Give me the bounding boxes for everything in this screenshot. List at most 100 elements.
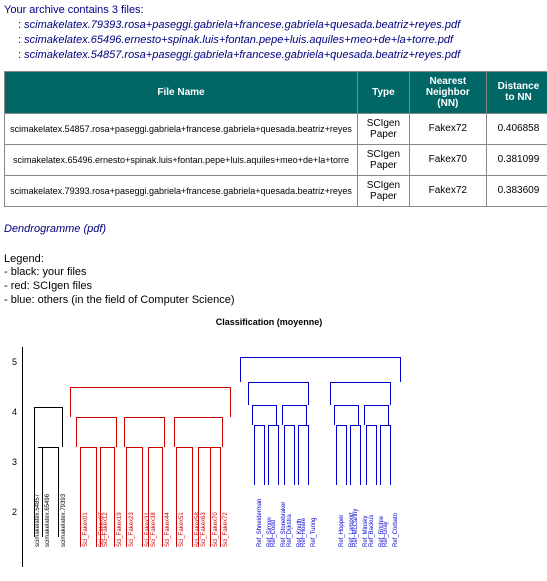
v-branch (276, 405, 277, 425)
cell-nn: Fakex72 (409, 113, 486, 144)
h-branch (336, 425, 346, 426)
cell-type: SCIgen Paper (358, 144, 410, 175)
v-branch (330, 382, 331, 405)
h-branch (126, 447, 142, 448)
h-branch (254, 425, 264, 426)
h-branch (298, 425, 308, 426)
leaf-label: Ref_Corbato (393, 513, 417, 547)
dendrogram-link[interactable]: Dendrogramme (pdf) (4, 223, 106, 235)
h-branch (198, 447, 220, 448)
h-branch (76, 417, 116, 418)
cell-type: SCIgen Paper (358, 175, 410, 206)
table-row: scimakelatex.54857.rosa+paseggi.gabriela… (5, 113, 547, 144)
v-branch (390, 382, 391, 405)
v-branch (294, 425, 295, 485)
chart-title: Classification (moyenne) (4, 317, 534, 327)
legend-title: Legend: (4, 253, 547, 265)
y-tick: 2 (12, 507, 17, 517)
v-branch (278, 425, 279, 485)
v-branch (230, 387, 231, 417)
v-branch (346, 425, 347, 485)
archive-file: scimakelatex.65496.ernesto+spinak.luis+f… (18, 33, 547, 48)
h-branch (240, 357, 400, 358)
v-branch (124, 417, 125, 447)
archive-file-list: scimakelatex.79393.rosa+paseggi.gabriela… (18, 18, 547, 63)
v-branch (308, 382, 309, 405)
y-tick: 5 (12, 357, 17, 367)
legend-line: - black: your files (4, 265, 547, 279)
archive-header: Your archive contains 3 files: (4, 4, 547, 16)
cluster-blue: Ref_ShneidermanRef_SimonRef_CoddRef_Ston… (240, 347, 400, 567)
v-branch (306, 405, 307, 425)
h-branch (100, 447, 114, 448)
cell-filename: scimakelatex.54857.rosa+paseggi.gabriela… (5, 113, 358, 144)
h-branch (248, 382, 308, 383)
v-branch (380, 425, 381, 485)
h-branch (334, 405, 358, 406)
v-branch (80, 447, 81, 547)
results-table: File Name Type Nearest Neighbor (NN) Dis… (4, 71, 547, 207)
h-branch (80, 447, 96, 448)
v-branch (364, 405, 365, 425)
v-branch (376, 425, 377, 485)
v-branch (252, 405, 253, 425)
v-branch (282, 405, 283, 425)
v-branch (240, 357, 241, 382)
y-axis (22, 347, 23, 567)
v-branch (76, 417, 77, 447)
v-branch (336, 425, 337, 485)
col-nn: Nearest Neighbor (NN) (409, 71, 486, 113)
cell-nn: Fakex72 (409, 175, 486, 206)
h-branch (148, 447, 162, 448)
h-branch (284, 425, 294, 426)
v-branch (390, 425, 391, 485)
col-filename: File Name (5, 71, 358, 113)
v-branch (400, 357, 401, 382)
col-dist: Distance to NN (486, 71, 547, 113)
legend-line: - red: SCIgen files (4, 279, 547, 293)
v-branch (254, 425, 255, 485)
cell-filename: scimakelatex.79393.rosa+paseggi.gabriela… (5, 175, 358, 206)
v-branch (358, 405, 359, 425)
archive-file: scimakelatex.54857.rosa+paseggi.gabriela… (18, 48, 547, 63)
v-branch (308, 425, 309, 485)
cluster-red: Sci_Fakex01Sci_Fakex07Sci_Fakex12Sci_Fak… (70, 347, 230, 567)
h-branch (174, 417, 222, 418)
h-branch (252, 405, 276, 406)
h-branch (124, 417, 164, 418)
v-branch (164, 417, 165, 447)
v-branch (334, 405, 335, 425)
y-tick: 3 (12, 457, 17, 467)
table-header-row: File Name Type Nearest Neighbor (NN) Dis… (5, 71, 547, 113)
v-branch (268, 425, 269, 485)
h-branch (176, 447, 192, 448)
table-row: scimakelatex.65496.ernesto+spinak.luis+f… (5, 144, 547, 175)
archive-file: scimakelatex.79393.rosa+paseggi.gabriela… (18, 18, 547, 33)
h-branch (330, 382, 390, 383)
h-branch (268, 425, 278, 426)
v-branch (298, 425, 299, 485)
v-branch (116, 417, 117, 447)
cell-nn: Fakex70 (409, 144, 486, 175)
v-branch (388, 405, 389, 425)
v-branch (248, 382, 249, 405)
h-branch (38, 447, 58, 448)
h-branch (34, 407, 62, 408)
v-branch (264, 425, 265, 485)
cell-dist: 0.406858 (486, 113, 547, 144)
h-branch (350, 425, 360, 426)
col-type: Type (358, 71, 410, 113)
cell-filename: scimakelatex.65496.ernesto+spinak.luis+f… (5, 144, 358, 175)
cell-dist: 0.383609 (486, 175, 547, 206)
cell-type: SCIgen Paper (358, 113, 410, 144)
h-branch (366, 425, 376, 426)
h-branch (70, 387, 230, 388)
v-branch (366, 425, 367, 485)
table-row: scimakelatex.79393.rosa+paseggi.gabriela… (5, 175, 547, 206)
h-branch (380, 425, 390, 426)
v-branch (174, 417, 175, 447)
leaf-label: Ref_Turing (311, 518, 335, 547)
h-branch (364, 405, 388, 406)
cluster-black: scimakelatex.54857scimakelatex.65496scim… (30, 347, 66, 567)
dendrogram-chart: Classification (moyenne) 5432 scimakelat… (4, 317, 534, 577)
